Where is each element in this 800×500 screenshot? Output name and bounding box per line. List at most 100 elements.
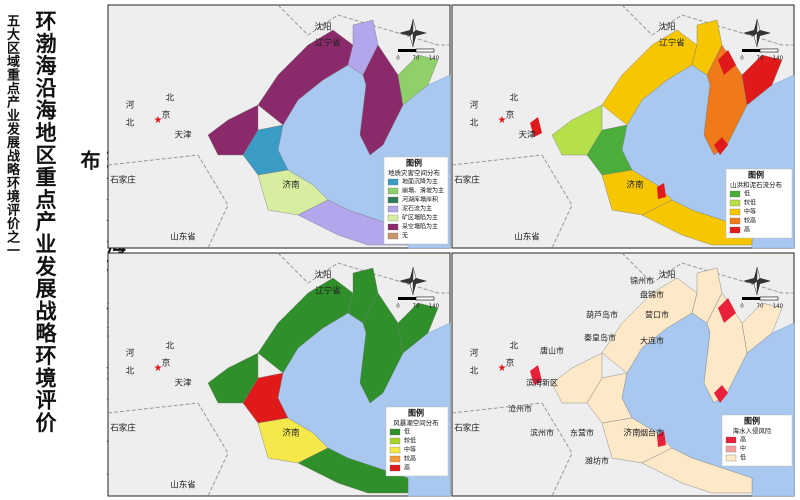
report-title: 环渤海沿海地区重点产业发展战略环境评价 [33,10,57,434]
legend-label: 较低 [744,199,756,207]
hazard-zone-high [657,183,666,199]
legend-label: 无 [402,233,408,240]
hazard-zone [601,277,698,374]
capital-marker: ★ [154,363,163,374]
hazard-zone [359,292,404,404]
legend-title: 图例 [748,170,764,180]
scale-bar [742,297,760,300]
legend-swatch [387,232,399,240]
scale-label: 140 [429,56,440,62]
place-label: 沈阳 [314,22,331,33]
legend-swatch [725,445,737,453]
place-label: 北 [510,94,519,104]
legend-label: 较高 [744,217,756,225]
hazard-zone [297,447,409,494]
legend-label: 较高 [404,455,416,463]
place-label: 河 [126,100,135,111]
legend-swatch [389,464,401,472]
scale-label: 0 [396,304,400,310]
place-label: 辽宁省 [315,286,341,297]
legend-label: 高 [404,464,410,472]
legend-subtitle: 风暴潮空间分布 [393,418,439,427]
legend-swatch [729,217,741,225]
hazard-zone [207,104,259,156]
place-label: 北 [166,94,175,104]
hazard-zone [551,352,603,404]
scale-label: 140 [773,56,784,62]
scale-label: 70 [757,304,764,310]
legend-label: 中等 [404,446,416,454]
legend-subtitle: 地质灾害空间分布 [388,168,441,177]
legend-swatch [387,187,399,195]
legend-title: 图例 [408,408,424,418]
legend-label: 较低 [404,437,416,445]
legend-swatch [729,208,741,216]
scale-bar [759,296,779,301]
place-label: 京 [506,358,515,369]
scale-label: 70 [413,304,420,310]
scale-label: 140 [429,304,440,310]
place-label: 葫芦岛市 [586,310,618,320]
legend-label: 中 [740,445,746,453]
legend-swatch [387,205,399,213]
place-label: 盘锦市 [640,290,664,300]
place-label: 山东省 [170,480,196,491]
legend-label: 低 [404,428,410,436]
place-label: 京 [506,110,515,121]
hazard-zone [257,277,354,374]
compass [753,18,761,48]
scale-label: 140 [773,304,784,310]
place-label: 北 [126,367,135,377]
series-title: 五大区域重点产业发展战略环境评价之一 [4,14,19,257]
hazard-zone-high [714,385,728,403]
legend-swatch [389,428,401,436]
place-label: 河 [126,348,135,359]
hazard-zone-high [657,431,666,447]
scale-bar [759,48,779,53]
place-label: 沈阳 [314,270,331,281]
legend-swatch [729,199,741,207]
legend-swatch [725,454,737,462]
legend-title: 图例 [406,158,422,168]
place-label: 天津 [174,378,192,389]
place-label: 辽宁省 [659,38,685,49]
hazard-zone [641,447,753,494]
province-border [107,402,229,497]
hazard-zone [257,29,354,126]
place-label: 北 [126,119,135,129]
place-label: 济南 [282,428,299,439]
legend-label: 低 [744,190,750,198]
hazard-zone [641,199,753,246]
place-label: 北 [510,342,519,352]
place-label: 唐山市 [540,346,564,356]
compass [409,266,417,296]
hazard-zone [741,54,783,106]
hazard-zone [397,302,439,354]
place-label: 大连市 [640,336,664,346]
place-label: 滨海新区 [526,378,558,388]
hazard-zone-high [718,298,736,323]
legend-swatch [389,437,401,445]
hazard-zone [359,44,404,156]
hazard-zone [297,199,409,246]
hazard-zone [207,352,259,404]
scale-bar [398,49,416,52]
place-label: 济南 [282,180,299,191]
place-label: 滨州市 [530,428,554,438]
province-border [621,252,794,294]
legend-subtitle: 海水入侵风险 [733,426,773,435]
legend-swatch [387,223,399,231]
capital-marker: ★ [498,115,507,126]
legend-label: 河湖库塌岸积 [402,196,438,204]
scale-bar [742,49,760,52]
legend-subtitle: 山洪和泥石流分布 [730,180,783,189]
place-label: 东营市 [570,428,594,438]
hazard-zone [741,302,783,354]
place-label: 石家庄 [110,423,136,434]
province-border [451,154,573,249]
